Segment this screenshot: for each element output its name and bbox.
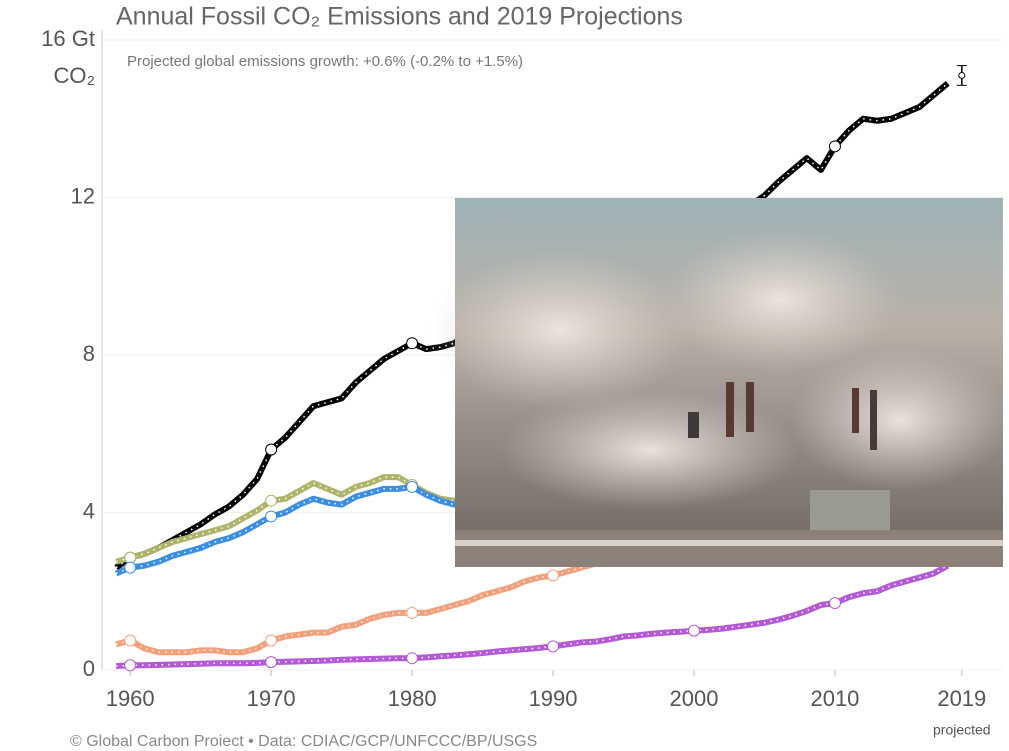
decade-marker [265,656,278,669]
photo [430,198,1009,567]
x-tick-label: 1980 [388,686,437,711]
decade-marker [265,494,278,507]
decade-marker [688,624,700,637]
decade-marker [828,140,841,153]
x-tick-label: 2019 [937,686,986,711]
decade-marker [406,652,419,665]
decade-marker [265,634,278,647]
chart-title: Annual Fossil CO₂ Emissions and 2019 Pro… [116,3,683,31]
x-note: projected [933,722,991,738]
y-tick-label: 16 Gt [41,26,95,51]
decade-marker [547,640,560,653]
x-tick-label: 2000 [670,686,719,711]
decade-marker [547,569,560,582]
y-tick-label: 8 [83,341,95,366]
y-tick-label: 0 [83,656,95,681]
y-tick-label: 4 [83,498,95,523]
x-tick-label: 1960 [106,686,155,711]
series-dots [116,565,949,667]
y-unit: CO₂ [53,63,95,88]
x-tick-label: 1970 [247,686,296,711]
source: © Global Carbon Project • Data: CDIAC/GC… [70,733,537,746]
decade-marker [828,597,841,610]
decade-marker [124,659,137,672]
decade-marker [124,634,137,647]
x-tick-label: 1990 [529,686,578,711]
y-tick-label: 12 [71,183,95,208]
decade-marker [406,480,419,493]
decade-marker [406,606,419,619]
projection-point [958,71,966,79]
decade-marker [265,510,278,523]
x-tick-label: 2010 [810,686,859,711]
annotation: Projected global emissions growth: +0.6%… [127,53,523,70]
decade-marker [265,443,278,456]
decade-marker [406,337,419,350]
decade-marker [124,561,137,574]
